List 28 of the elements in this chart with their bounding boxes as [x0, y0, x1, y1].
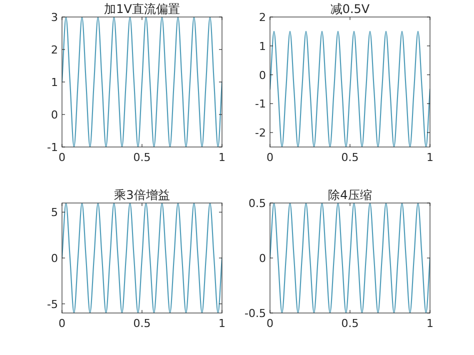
y-tick-label: 2: [259, 11, 266, 24]
chart-title: 加1V直流偏置: [104, 2, 180, 16]
x-tick-label: 0.5: [133, 151, 151, 164]
y-tick-label: -1: [255, 98, 266, 111]
y-tick-label: 1: [51, 76, 58, 89]
y-tick-label: -2: [255, 126, 266, 140]
y-tick-label: 0: [259, 68, 266, 82]
x-tick-label: 0.5: [133, 317, 151, 330]
x-tick-label: 1: [218, 151, 226, 164]
chart-title: 减0.5V: [330, 2, 370, 16]
y-tick-label: 5: [51, 206, 58, 220]
x-tick-label: 1: [218, 317, 226, 330]
y-tick-label: 2: [51, 44, 58, 56]
chart-title: 乘3倍增益: [114, 188, 170, 202]
y-tick-label: 0.5: [248, 197, 266, 210]
y-tick-label: 0: [51, 108, 58, 122]
x-tick-label: 1: [426, 317, 434, 330]
chart-title: 除4压缩: [328, 188, 372, 202]
y-tick-label: -0.5: [244, 307, 266, 320]
y-tick-label: 0: [51, 252, 58, 265]
y-tick-label: -5: [47, 298, 58, 311]
y-tick-label: 0: [259, 252, 266, 265]
y-tick-label: -1: [47, 141, 58, 154]
x-tick-label: 0.5: [341, 317, 359, 330]
x-tick-label: 0.5: [341, 151, 359, 164]
x-tick-label: 1: [426, 151, 434, 164]
y-tick-label: 3: [51, 11, 58, 24]
y-tick-label: 1: [259, 40, 266, 53]
